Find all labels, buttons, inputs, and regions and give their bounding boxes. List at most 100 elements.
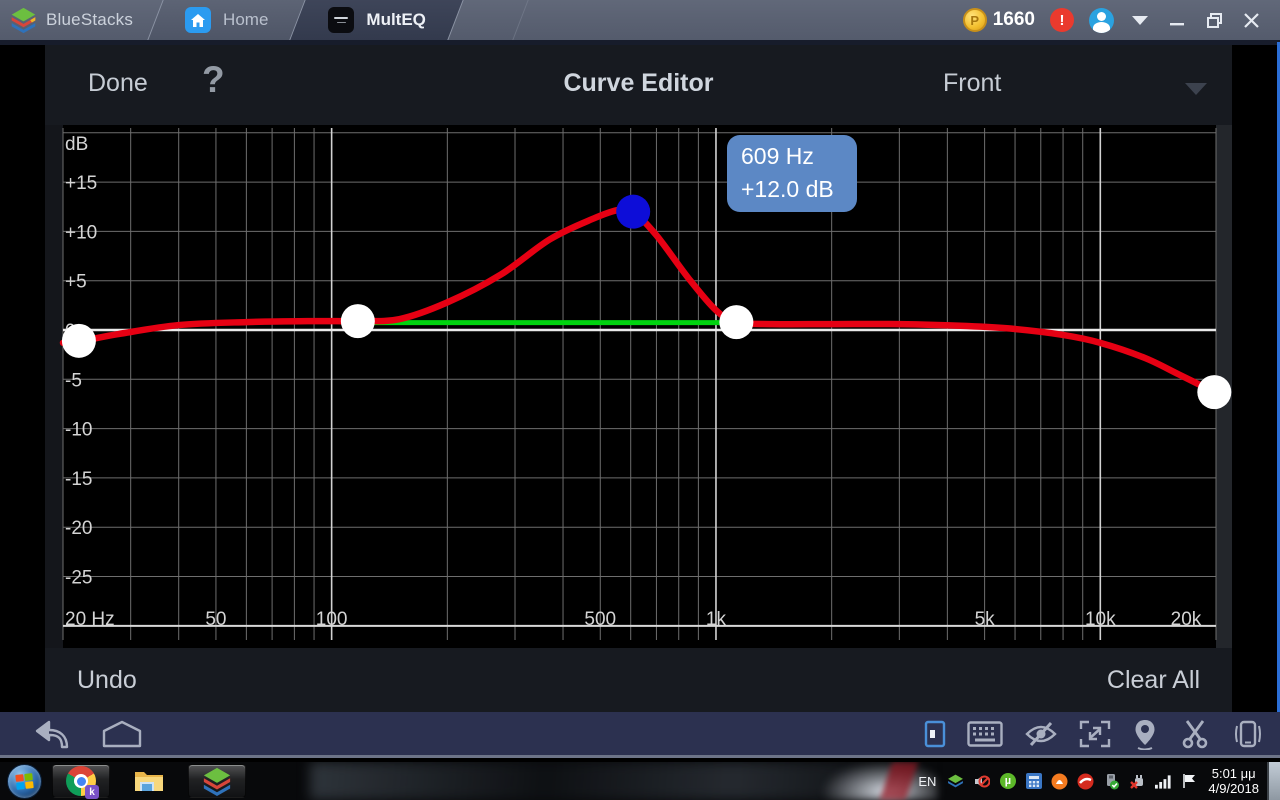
account-avatar[interactable] <box>1089 7 1114 33</box>
channel-caret-icon[interactable] <box>1185 83 1207 95</box>
eye-hidden-icon[interactable] <box>1024 721 1058 747</box>
y-tick-label: +15 <box>65 173 97 194</box>
fullscreen-icon[interactable] <box>1079 719 1111 749</box>
x-tick-label: 500 <box>584 609 616 630</box>
tray-avast-icon[interactable] <box>1051 773 1068 790</box>
show-desktop-button[interactable] <box>1267 762 1280 800</box>
restore-button[interactable] <box>1203 7 1225 33</box>
taskbar-content: k EN <box>0 762 1280 800</box>
taskbar-explorer-button[interactable] <box>120 764 178 798</box>
done-button[interactable]: Done <box>88 69 148 97</box>
app-header: Done ? Curve Editor Front <box>45 45 1232 125</box>
tab-home[interactable]: Home <box>147 0 307 40</box>
tooltip-frequency: 609 Hz <box>741 143 814 169</box>
x-tick-label: 1k <box>706 609 727 630</box>
control-point-selected[interactable] <box>616 194 651 229</box>
bluestacks-icon <box>203 767 231 796</box>
y-tick-label: +10 <box>65 222 97 243</box>
tab-separator <box>512 0 529 40</box>
x-tick-label: 20 Hz <box>65 609 115 630</box>
titlebar-divider <box>0 40 1280 45</box>
start-button[interactable] <box>7 763 42 799</box>
x-tick-label: 5k <box>975 609 996 630</box>
coin-icon: P <box>962 8 987 32</box>
tray-bluestacks-icon[interactable] <box>947 773 964 790</box>
tray-action-center-flag-icon[interactable] <box>1181 773 1198 790</box>
tray-usb-icon[interactable] <box>1103 773 1120 790</box>
shake-device-icon[interactable] <box>1232 718 1264 750</box>
tray-calculator-icon[interactable] <box>1025 773 1042 790</box>
explorer-icon <box>135 772 163 791</box>
tray-antivirus-icon[interactable] <box>1077 773 1094 790</box>
clock-date: 4/9/2018 <box>1208 781 1259 796</box>
y-tick-label: -25 <box>65 568 92 589</box>
tab-strip: Home MultEQ <box>147 0 464 40</box>
coin-count: 1660 <box>992 9 1035 30</box>
multeq-tab-icon <box>328 7 355 33</box>
chrome-profile-badge: k <box>85 785 99 799</box>
control-point[interactable] <box>61 323 96 358</box>
taskbar-bluestacks-button[interactable] <box>188 764 246 798</box>
undo-button[interactable]: Undo <box>77 665 137 694</box>
channel-select[interactable]: Front <box>943 69 1002 97</box>
toolbar-icons <box>924 718 1264 750</box>
control-point[interactable] <box>340 304 375 339</box>
language-indicator[interactable]: EN <box>918 773 937 789</box>
tab-multeq-label: MultEQ <box>366 10 426 29</box>
x-tick-label: 10k <box>1085 609 1116 630</box>
help-button[interactable]: ? <box>202 59 225 100</box>
notification-icon[interactable]: ! <box>1050 8 1074 32</box>
keyboard-icon[interactable] <box>967 720 1003 747</box>
control-point[interactable] <box>719 305 754 340</box>
system-tray: EN µ <box>918 773 1198 790</box>
windows-taskbar: k EN <box>0 762 1280 800</box>
chart-margin-left <box>45 125 63 648</box>
home-icon[interactable] <box>100 720 144 748</box>
titlebar: BlueStacks Home MultEQ P 1660 ! <box>0 0 1280 40</box>
taskbar-glass-highlight <box>822 762 938 800</box>
taskbar-clock[interactable]: 5:01 μμ 4/9/2018 <box>1208 766 1259 796</box>
y-axis-unit-label: dB <box>65 134 88 155</box>
back-icon[interactable] <box>34 719 72 749</box>
x-tick-label: 20k <box>1171 609 1202 630</box>
y-tick-label: -20 <box>65 518 92 539</box>
chrome-icon: k <box>66 766 99 799</box>
coin-balance[interactable]: P 1660 <box>962 8 1035 32</box>
y-tick-label: -5 <box>65 370 82 391</box>
y-tick-label: -15 <box>65 469 92 490</box>
close-button[interactable] <box>1240 7 1262 33</box>
menu-caret-icon[interactable] <box>1129 7 1151 33</box>
x-tick-label: 100 <box>316 609 348 630</box>
brand-label: BlueStacks <box>46 10 134 29</box>
y-tick-label: -10 <box>65 420 92 441</box>
clock-time: 5:01 μμ <box>1211 766 1256 781</box>
tray-volume-muted-icon[interactable] <box>973 773 991 790</box>
clear-all-button[interactable]: Clear All <box>1106 665 1200 694</box>
tooltip-gain: +12.0 dB <box>741 176 834 202</box>
multeq-app: Done ? Curve Editor Front dB+15+10+50-5-… <box>45 45 1232 712</box>
windows-flag-icon <box>15 772 34 790</box>
location-icon[interactable] <box>1132 718 1158 750</box>
cut-icon[interactable] <box>1179 719 1211 749</box>
taskbar-chrome-button[interactable]: k <box>52 764 110 799</box>
tab-home-label: Home <box>223 10 269 29</box>
titlebar-controls: P 1660 ! <box>962 7 1262 33</box>
eq-curve <box>59 205 1218 396</box>
minimize-button[interactable] <box>1166 7 1188 33</box>
point-tooltip: 609 Hz +12.0 dB <box>727 135 857 212</box>
x-tick-label: 50 <box>205 609 226 630</box>
tray-network-signal-icon[interactable] <box>1155 773 1172 790</box>
tray-power-plug-icon[interactable] <box>1129 773 1146 790</box>
docked-keyboard-icon[interactable] <box>924 720 946 748</box>
app-footer: Undo Clear All <box>45 648 1232 712</box>
bluestacks-toolbar <box>0 712 1280 758</box>
bluestacks-logo-icon <box>10 7 37 34</box>
nav-icons <box>34 719 144 749</box>
y-tick-label: +5 <box>65 272 87 293</box>
tray-utorrent-icon[interactable]: µ <box>999 773 1016 790</box>
control-point[interactable] <box>1197 375 1232 410</box>
tab-multeq[interactable]: MultEQ <box>290 0 464 40</box>
